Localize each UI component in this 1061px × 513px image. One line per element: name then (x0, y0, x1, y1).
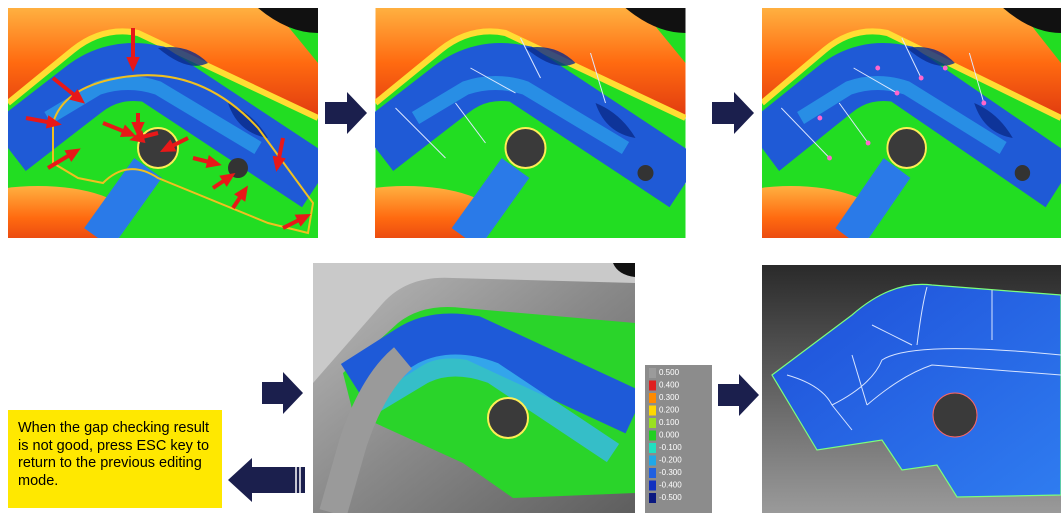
red-arrowhead (45, 115, 62, 129)
dark-patch (525, 47, 636, 138)
flange-shadow (762, 28, 1061, 121)
channel-patch (367, 354, 620, 463)
color-scale-legend: 0.500 0.400 0.300 0.200 0.100 0.000 -0.100 -0.2… (645, 365, 712, 513)
red-arrowhead (272, 155, 286, 172)
legend-label: 0.400 (659, 381, 680, 390)
note-text: When the gap checking result is not good… (18, 420, 210, 489)
legend-label: -0.500 (659, 493, 682, 502)
vertex-dot (894, 90, 900, 96)
legend-swatch (649, 418, 656, 428)
legend-label: -0.300 (659, 468, 682, 477)
edges (786, 286, 1061, 431)
arrow-right (262, 372, 303, 414)
flange (8, 8, 318, 118)
red-arrowhead (234, 185, 248, 202)
legend-swatch (649, 468, 656, 478)
channel-patch (797, 76, 1007, 155)
top-corner (613, 263, 635, 277)
vertex-dot (827, 155, 832, 161)
legend-label: 0.100 (659, 418, 680, 427)
top-corner (625, 8, 686, 33)
legend-swatch (649, 443, 656, 453)
legend-swatch (649, 493, 656, 503)
screenshot-result (762, 265, 1061, 513)
legend-label: 0.500 (659, 368, 680, 377)
red-arrowhead (131, 122, 145, 137)
legend-swatch (649, 380, 656, 391)
note-box: When the gap checking result is not good… (8, 410, 222, 508)
red-arrowhead (294, 213, 312, 227)
arrow-right (712, 92, 754, 134)
flange (375, 8, 686, 118)
flange (762, 8, 1061, 118)
gray-strip (319, 347, 413, 513)
flange-shadow (375, 28, 686, 121)
legend-label: 0.300 (659, 393, 680, 402)
arrow-left (228, 458, 305, 502)
legend-swatch (649, 393, 656, 403)
legend-label: -0.100 (659, 443, 682, 452)
screenshot-step-1 (8, 8, 318, 238)
channel-patch (411, 76, 630, 155)
red-arrowhead (205, 155, 222, 169)
lower-channel (835, 158, 911, 238)
arrow-right (325, 92, 367, 134)
arrow-right (718, 374, 759, 416)
hole (487, 397, 529, 439)
screenshot-gap-check (313, 263, 635, 513)
legend-swatch (649, 480, 656, 491)
vertex-dot (942, 65, 948, 71)
small-hole (1014, 165, 1031, 181)
red-arrowhead (119, 124, 137, 138)
red-arrowhead (64, 148, 81, 162)
channel (340, 313, 635, 434)
hole (932, 392, 978, 438)
red-arrowhead (159, 139, 177, 153)
vertex-dot (918, 75, 924, 81)
legend-label: 0.000 (659, 431, 680, 440)
flange-shadow (8, 28, 318, 121)
legend-swatch (649, 405, 656, 416)
surface-shape (771, 283, 1061, 498)
lower-channel (451, 158, 530, 238)
red-arrowhead (69, 89, 86, 104)
vertex-dot (817, 115, 823, 121)
legend-swatch (649, 368, 656, 378)
red-arrowhead (129, 130, 146, 144)
legend-label: 0.200 (659, 406, 680, 415)
red-arrowhead (219, 173, 236, 187)
lower-channel (84, 158, 162, 238)
dark-patch (906, 47, 1013, 138)
channel-patch (44, 76, 262, 155)
red-arrowhead (126, 57, 140, 72)
vertex-dot (875, 65, 881, 71)
patch-edges (395, 37, 606, 159)
small-hole (228, 158, 248, 178)
top-corner (258, 8, 318, 33)
screenshot-step-3 (762, 8, 1061, 238)
vertex-dot (981, 100, 987, 106)
legend-label: -0.400 (659, 481, 682, 490)
hole (137, 127, 179, 169)
hole (886, 127, 927, 169)
vertex-dot (865, 140, 871, 146)
small-hole (637, 165, 654, 181)
dark-patch (158, 47, 268, 138)
screenshot-step-2 (375, 8, 686, 238)
gray-wall (313, 263, 635, 383)
legend-label: -0.200 (659, 456, 682, 465)
legend-swatch (649, 430, 656, 441)
top-corner (1003, 8, 1061, 33)
patch-edges (780, 37, 985, 159)
legend-swatch (649, 455, 656, 466)
hole (504, 127, 547, 169)
